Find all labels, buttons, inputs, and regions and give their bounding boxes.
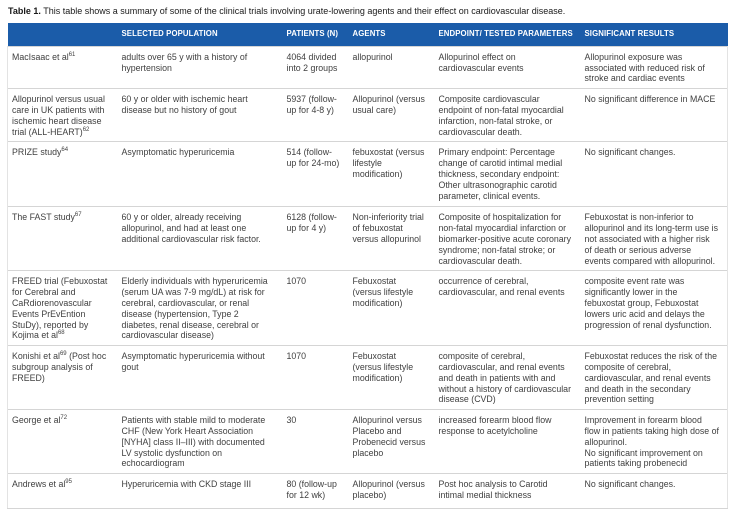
population-cell: Elderly individuals with hyperuricemia (… xyxy=(117,270,283,346)
population-cell: Hyperuricemia with CKD stage III xyxy=(117,473,283,509)
table-row: MacIsaac et al61 adults over 65 y with a… xyxy=(7,45,728,89)
endpoint-cell: occurrence of cerebral, cardiovascular, … xyxy=(434,270,581,346)
results-cell: Febuxostat is non-inferior to allopurino… xyxy=(580,206,728,271)
column-header-results: SIGNIFICANT RESULTS xyxy=(580,23,728,47)
table-row: The FAST study67 60 y or older, already … xyxy=(7,206,728,271)
study-name-suffix: (Post hoc subgroup analysis of FREED) xyxy=(12,351,107,383)
population-cell: Asymptomatic hyperuricemia without gout xyxy=(117,345,283,410)
population-cell: Patients with stable mild to moderate CH… xyxy=(117,409,283,474)
study-cell: George et al72 xyxy=(7,409,118,474)
study-name: Andrews et al xyxy=(12,479,66,490)
clinical-trials-table: SELECTED POPULATION PATIENTS (N) AGENTS … xyxy=(7,23,728,509)
patients-cell: 5937 (follow-up for 4-8 y) xyxy=(282,88,349,142)
results-cell: Allopurinol exposure was associated with… xyxy=(580,45,728,89)
endpoint-cell: Composite cardiovascular endpoint of non… xyxy=(434,88,581,142)
table-row: George et al72 Patients with stable mild… xyxy=(7,409,728,474)
results-cell: Febuxostat reduces the risk of the compo… xyxy=(580,345,728,410)
table-row: Allopurinol versus usual care in UK pati… xyxy=(7,88,728,142)
citation-superscript: 67 xyxy=(74,212,82,219)
results-cell: No significant difference in MACE xyxy=(580,88,728,142)
citation-superscript: 72 xyxy=(60,415,68,422)
table-header-row: SELECTED POPULATION PATIENTS (N) AGENTS … xyxy=(7,23,728,47)
patients-cell: 514 (follow-up for 24-mo) xyxy=(282,141,349,207)
population-cell: 60 y or older with ischemic heart diseas… xyxy=(117,88,283,142)
agents-cell: Febuxostat (versus lifestyle modificatio… xyxy=(348,345,435,410)
citation-superscript: 64 xyxy=(61,147,69,154)
table-caption-label: Table 1. xyxy=(8,6,41,16)
patients-cell: 1070 xyxy=(282,345,349,410)
endpoint-cell: Primary endpoint: Percentage change of c… xyxy=(434,141,581,207)
agents-cell: Allopurinol (versus placebo) xyxy=(348,473,435,509)
study-cell: FREED trial (Febuxostat for Cerebral and… xyxy=(7,270,118,346)
citation-superscript: 61 xyxy=(68,51,76,58)
table-caption-text: This table shows a summary of some of th… xyxy=(40,6,566,16)
study-name: FREED trial (Febuxostat for Cerebral and… xyxy=(12,276,108,341)
patients-cell: 80 (follow-up for 12 wk) xyxy=(282,473,349,509)
agents-cell: allopurinol xyxy=(348,45,435,89)
study-name: MacIsaac et al xyxy=(12,51,69,62)
study-cell: Allopurinol versus usual care in UK pati… xyxy=(7,88,118,142)
patients-cell: 30 xyxy=(282,409,349,474)
study-name: Allopurinol versus usual care in UK pati… xyxy=(12,94,105,137)
column-header-patients: PATIENTS (N) xyxy=(282,23,349,47)
citation-superscript: 62 xyxy=(82,126,90,133)
endpoint-cell: Allopurinol effect on cardiovascular eve… xyxy=(434,45,581,89)
endpoint-cell: Post hoc analysis to Carotid intimal med… xyxy=(434,473,581,509)
table-row: Konishi et al69 (Post hoc subgroup analy… xyxy=(7,345,728,410)
citation-superscript: 69 xyxy=(59,351,67,358)
agents-cell: Allopurinol (versus usual care) xyxy=(348,88,435,142)
study-cell: PRIZE study64 xyxy=(7,141,118,207)
agents-cell: Non-inferiority trial of febuxostat vers… xyxy=(348,206,435,271)
results-cell: composite event rate was significantly l… xyxy=(580,270,728,346)
citation-superscript: 95 xyxy=(65,479,72,486)
citation-superscript: 68 xyxy=(57,330,65,337)
study-name: Konishi et al xyxy=(12,351,60,362)
endpoint-cell: composite of cerebral, cardiovascular, a… xyxy=(434,345,581,410)
patients-cell: 4064 divided into 2 groups xyxy=(282,45,349,89)
population-cell: 60 y or older, already receiving allopur… xyxy=(117,206,283,271)
population-cell: Asymptomatic hyperuricemia xyxy=(117,141,283,207)
study-name: George et al xyxy=(12,415,61,426)
study-cell: Konishi et al69 (Post hoc subgroup analy… xyxy=(7,345,118,410)
study-cell: MacIsaac et al61 xyxy=(7,45,118,89)
column-header-population: SELECTED POPULATION xyxy=(117,23,283,47)
study-cell: Andrews et al95 xyxy=(7,473,118,509)
table-row: Andrews et al95 Hyperuricemia with CKD s… xyxy=(7,473,728,509)
agents-cell: Allopurinol versus Placebo and Probeneci… xyxy=(348,409,435,474)
study-cell: The FAST study67 xyxy=(7,206,118,271)
table-row: PRIZE study64 Asymptomatic hyperuricemia… xyxy=(7,141,728,207)
results-cell: No significant changes. xyxy=(580,141,728,207)
column-header-study xyxy=(7,23,118,47)
patients-cell: 6128 (follow-up for 4 y) xyxy=(282,206,349,271)
table-row: FREED trial (Febuxostat for Cerebral and… xyxy=(7,270,728,346)
column-header-endpoint: ENDPOINT/ TESTED PARAMETERS xyxy=(434,23,581,47)
results-cell: No significant changes. xyxy=(580,473,728,509)
population-cell: adults over 65 y with a history of hyper… xyxy=(117,45,283,89)
results-cell: Improvement in forearm blood flow in pat… xyxy=(580,409,728,474)
endpoint-cell: Composite of hospitalization for non-fat… xyxy=(434,206,581,271)
agents-cell: febuxostat (versus lifestyle modificatio… xyxy=(348,141,435,207)
study-name: The FAST study xyxy=(12,212,75,223)
study-name: PRIZE study xyxy=(12,147,62,158)
table-caption: Table 1. This table shows a summary of s… xyxy=(8,6,727,17)
agents-cell: Febuxostat (versus lifestyle modificatio… xyxy=(348,270,435,346)
endpoint-cell: increased forearm blood flow response to… xyxy=(434,409,581,474)
column-header-agents: AGENTS xyxy=(348,23,435,47)
patients-cell: 1070 xyxy=(282,270,349,346)
